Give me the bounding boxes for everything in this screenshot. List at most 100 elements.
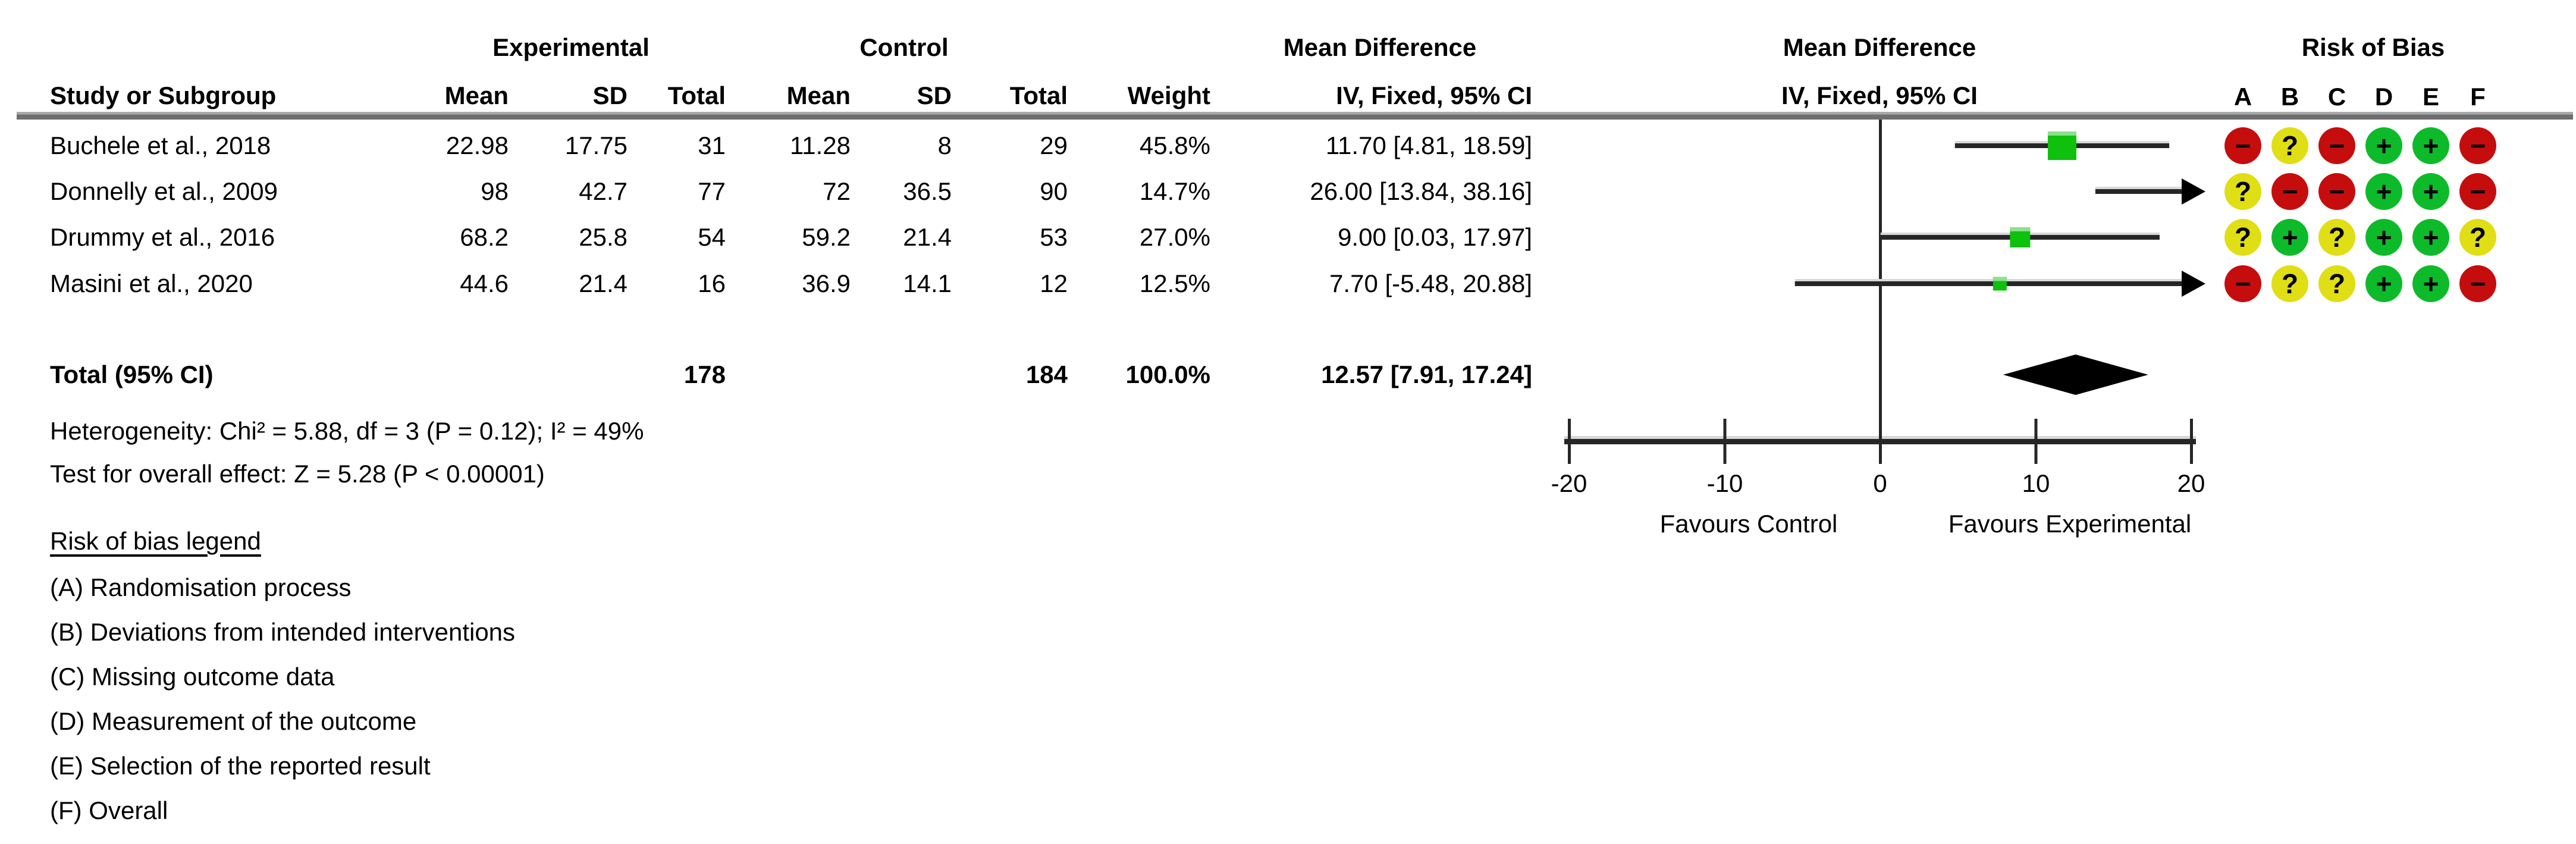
ci-text-cell: 11.70 [4.81, 18.59] xyxy=(1325,131,1532,159)
ci-arrow-right xyxy=(2182,271,2205,297)
ci-line-highlight xyxy=(1794,279,2191,281)
rob-legend-item-c: (C) Missing outcome data xyxy=(50,663,335,691)
total-n-ctrl: 184 xyxy=(1025,360,1068,388)
rob-legend-item-e: (E) Selection of the reported result xyxy=(50,752,431,780)
rob-low-risk-icon: + xyxy=(2271,219,2308,256)
mean-ctrl-cell: 72 xyxy=(823,177,851,205)
ci-arrow-right xyxy=(2182,178,2205,205)
rob-high-risk-icon: − xyxy=(2318,173,2355,210)
rob-legend-item-d: (D) Measurement of the outcome xyxy=(50,707,417,735)
rob-high-risk-icon: − xyxy=(2318,127,2355,164)
sd-ctrl-cell: 36.5 xyxy=(903,177,952,205)
rob-unclear-risk-icon: ? xyxy=(2271,265,2308,302)
ci-text-cell: 26.00 [13.84, 38.16] xyxy=(1310,177,1532,205)
heterogeneity-line: Heterogeneity: Chi² = 5.88, df = 3 (P = … xyxy=(50,417,644,445)
mean-exp-cell: 98 xyxy=(481,177,509,205)
header-mean-difference-plot: Mean Difference xyxy=(1783,33,1976,61)
effect-square-bevel xyxy=(2047,131,2076,136)
axis-tick xyxy=(2190,419,2193,464)
tick-label-pos20: 20 xyxy=(2177,469,2205,497)
total-ctrl-cell: 29 xyxy=(1040,131,1068,159)
mean-ctrl-cell: 11.28 xyxy=(790,131,851,159)
ci-text-cell: 9.00 [0.03, 17.97] xyxy=(1338,223,1532,251)
rob-low-risk-icon: + xyxy=(2412,173,2449,210)
mean-ctrl-cell: 36.9 xyxy=(802,269,851,297)
header-sd-exp: SD xyxy=(592,81,627,109)
header-iv-text: IV, Fixed, 95% CI xyxy=(1336,81,1532,109)
total-diamond xyxy=(2003,354,2148,395)
sd-exp-cell: 42.7 xyxy=(579,177,627,205)
axis-tick xyxy=(2034,419,2038,464)
sd-ctrl-cell: 14.1 xyxy=(903,269,952,297)
rob-high-risk-icon: − xyxy=(2459,173,2496,210)
ci-text-cell: 7.70 [-5.48, 20.88] xyxy=(1329,269,1532,297)
rob-low-risk-icon: + xyxy=(2412,265,2449,302)
ci-line xyxy=(2095,189,2191,194)
header-weight: Weight xyxy=(1127,81,1210,109)
effect-square-bevel xyxy=(1993,277,2007,281)
study-name: Masini et al., 2020 xyxy=(50,269,253,297)
sd-ctrl-cell: 21.4 xyxy=(903,223,952,251)
rob-letter-a: A xyxy=(2233,83,2252,111)
header-sd-ctrl: SD xyxy=(917,81,952,109)
header-mean-ctrl: Mean xyxy=(786,81,851,109)
header-iv-plot: IV, Fixed, 95% CI xyxy=(1781,81,1978,109)
total-exp-cell: 54 xyxy=(698,223,726,251)
header-total-ctrl: Total xyxy=(1009,81,1068,109)
rob-low-risk-icon: + xyxy=(2365,265,2402,302)
rob-letter-b: B xyxy=(2280,83,2299,111)
favours-experimental-label: Favours Experimental xyxy=(1948,510,2192,538)
study-name: Donnelly et al., 2009 xyxy=(50,177,278,205)
rob-high-risk-icon: − xyxy=(2459,265,2496,302)
rob-unclear-risk-icon: ? xyxy=(2224,173,2261,210)
header-group-experimental: Experimental xyxy=(492,33,650,61)
weight-cell: 12.5% xyxy=(1139,269,1210,297)
rob-high-risk-icon: − xyxy=(2224,265,2261,302)
rob-unclear-risk-icon: ? xyxy=(2224,219,2261,256)
rob-legend-item-b: (B) Deviations from intended interventio… xyxy=(50,618,516,646)
axis-tick xyxy=(1879,419,1882,464)
sd-exp-cell: 25.8 xyxy=(579,223,627,251)
total-ci-text: 12.57 [7.91, 17.24] xyxy=(1321,360,1532,388)
rob-unclear-risk-icon: ? xyxy=(2271,127,2308,164)
header-separator-line xyxy=(17,112,2573,120)
total-ctrl-cell: 12 xyxy=(1040,269,1068,297)
overall-effect-line: Test for overall effect: Z = 5.28 (P < 0… xyxy=(50,460,545,488)
rob-letter-e: E xyxy=(2422,83,2440,111)
effect-square-bevel xyxy=(2010,227,2031,231)
ci-line-highlight xyxy=(2095,187,2191,189)
study-name: Drummy et al., 2016 xyxy=(50,223,275,251)
study-name: Buchele et al., 2018 xyxy=(50,131,271,159)
total-exp-cell: 16 xyxy=(698,269,726,297)
rob-high-risk-icon: − xyxy=(2224,127,2261,164)
header-study: Study or Subgroup xyxy=(50,81,277,109)
total-weight: 100.0% xyxy=(1125,360,1210,388)
weight-cell: 45.8% xyxy=(1139,131,1210,159)
header-risk-of-bias: Risk of Bias xyxy=(2301,33,2445,61)
tick-label-neg10: -10 xyxy=(1706,469,1743,497)
rob-unclear-risk-icon: ? xyxy=(2459,219,2496,256)
rob-low-risk-icon: + xyxy=(2365,219,2402,256)
axis-tick xyxy=(1723,419,1727,464)
rob-low-risk-icon: + xyxy=(2412,219,2449,256)
rob-letter-d: D xyxy=(2374,83,2393,111)
tick-label-neg20: -20 xyxy=(1551,469,1587,497)
rob-legend-title: Risk of bias legend xyxy=(50,527,261,555)
rob-low-risk-icon: + xyxy=(2365,173,2402,210)
rob-unclear-risk-icon: ? xyxy=(2318,265,2355,302)
mean-exp-cell: 68.2 xyxy=(460,223,509,251)
rob-legend-item-f: (F) Overall xyxy=(50,796,168,824)
sd-exp-cell: 21.4 xyxy=(579,269,627,297)
rob-high-risk-icon: − xyxy=(2271,173,2308,210)
favours-control-label: Favours Control xyxy=(1659,510,1838,538)
header-total-exp: Total xyxy=(667,81,726,109)
weight-cell: 14.7% xyxy=(1139,177,1210,205)
sd-ctrl-cell: 8 xyxy=(937,131,952,159)
ci-line xyxy=(1794,281,2191,286)
header-group-control: Control xyxy=(859,33,949,61)
mean-exp-cell: 44.6 xyxy=(460,269,509,297)
axis-tick xyxy=(1568,419,1571,464)
header-mean-difference-text: Mean Difference xyxy=(1283,33,1477,61)
sd-exp-cell: 17.75 xyxy=(564,131,627,159)
